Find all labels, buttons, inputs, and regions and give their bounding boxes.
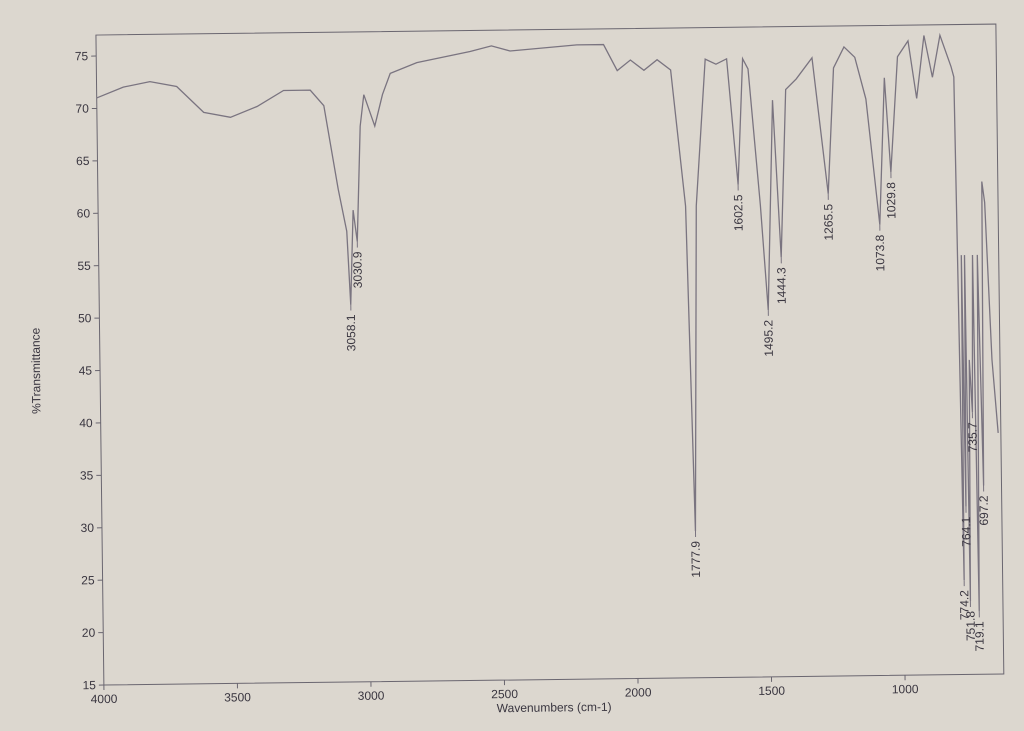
y-tick-label: 60	[77, 206, 91, 220]
x-tick-label: 3500	[224, 690, 251, 704]
peak-label: 3058.1	[344, 314, 358, 351]
plot-frame	[95, 23, 1005, 686]
x-tick-label: 1500	[758, 684, 785, 698]
y-tick-label: 30	[81, 521, 95, 535]
y-tick-label: 75	[75, 49, 89, 63]
peak-label: 1602.5	[731, 194, 745, 231]
y-tick-label: 25	[81, 573, 95, 587]
y-tick-label: 35	[80, 468, 94, 482]
peak-label: 3030.9	[350, 251, 364, 288]
y-tick-label: 45	[79, 364, 93, 378]
y-tick-label: 15	[82, 678, 96, 692]
spectrum-line	[96, 32, 999, 612]
peak-label: 1495.2	[761, 320, 775, 357]
x-tick-label: 2500	[491, 687, 518, 701]
x-tick-label: 1000	[892, 682, 919, 696]
x-tick-label: 4000	[91, 692, 118, 706]
y-tick-label: 40	[79, 416, 93, 430]
y-tick-label: 20	[82, 626, 96, 640]
peak-label: 697.2	[977, 495, 991, 526]
peak-label: 1777.9	[689, 541, 703, 578]
y-tick-label: 50	[78, 311, 92, 325]
peak-label: 1029.8	[884, 182, 898, 219]
peak-label: 1265.5	[821, 203, 835, 240]
y-axis-label: %Transmittance	[29, 327, 44, 414]
x-axis-label: Wavenumbers (cm-1)	[497, 700, 612, 715]
peak-label: 1444.3	[774, 267, 788, 304]
peak-label: 719.1	[972, 621, 986, 652]
peak-label: 751.8	[964, 611, 978, 642]
y-tick-label: 55	[77, 259, 91, 273]
y-tick-label: 65	[76, 154, 90, 168]
x-tick-label: 2000	[625, 685, 652, 699]
peak-label: 735.7	[966, 422, 980, 453]
plot: Wavenumbers (cm-1) %Transmittance 15 20 25…	[29, 23, 1005, 715]
peak-label: 1073.8	[873, 234, 887, 271]
y-tick-label: 70	[75, 102, 89, 116]
x-tick-label: 3000	[358, 689, 385, 703]
peak-label: 774.2	[957, 590, 971, 621]
peak-label: 764.1	[959, 516, 973, 547]
